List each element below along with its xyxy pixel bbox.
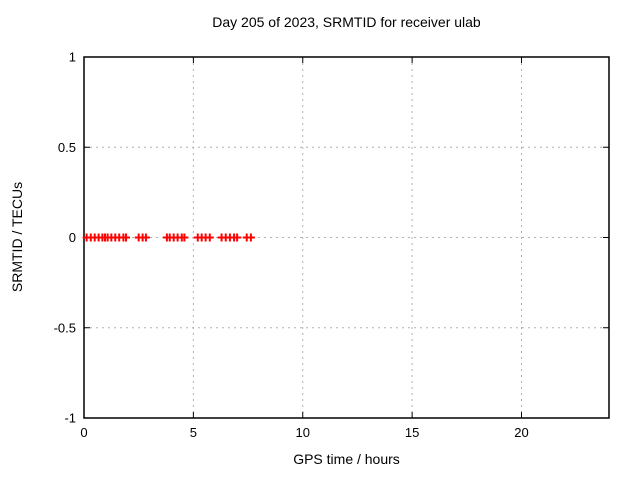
y-tick-label: -1 bbox=[64, 411, 76, 426]
data-point-marker bbox=[246, 233, 255, 242]
y-tick-label: 1 bbox=[69, 50, 76, 65]
data-point-marker bbox=[233, 233, 242, 242]
x-tick-label: 0 bbox=[80, 425, 87, 440]
data-point-marker bbox=[180, 233, 189, 242]
y-tick-label: -0.5 bbox=[54, 320, 76, 335]
data-point-marker bbox=[141, 233, 150, 242]
x-tick-label: 15 bbox=[405, 425, 419, 440]
y-tick-label: 0 bbox=[69, 230, 76, 245]
x-tick-label: 10 bbox=[296, 425, 310, 440]
x-tick-label: 5 bbox=[190, 425, 197, 440]
chart-title: Day 205 of 2023, SRMTID for receiver ula… bbox=[212, 14, 481, 30]
x-tick-label: 20 bbox=[514, 425, 528, 440]
data-point-marker bbox=[122, 233, 130, 242]
data-point-marker bbox=[205, 233, 214, 242]
y-tick-label: 0.5 bbox=[58, 140, 76, 155]
y-axis-label: SRMTID / TECUs bbox=[9, 181, 25, 293]
x-axis-label: GPS time / hours bbox=[293, 451, 400, 467]
